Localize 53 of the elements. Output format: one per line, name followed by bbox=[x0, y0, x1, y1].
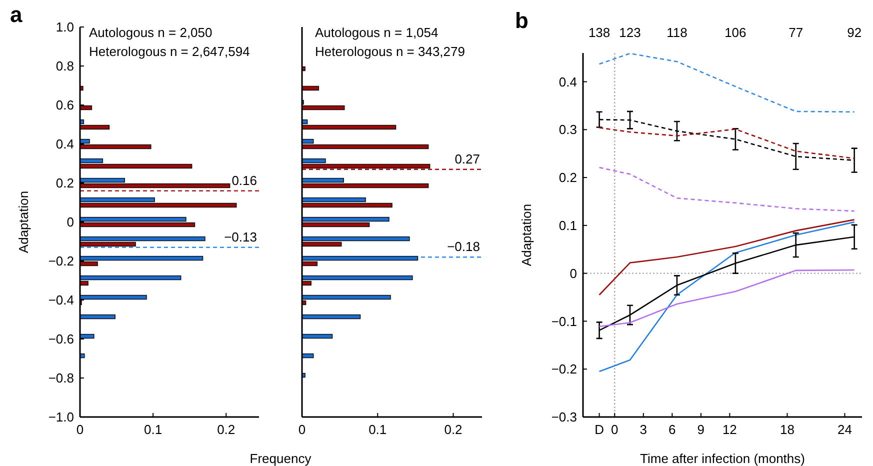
y-axis-title: Adaptation bbox=[519, 204, 534, 266]
y-tick-label: −0.4 bbox=[48, 292, 74, 308]
x-axis-title: Time after infection (months) bbox=[640, 451, 805, 466]
y-tick-label: 0.2 bbox=[558, 170, 577, 186]
annotation: Autologous n = 1,054 bbox=[315, 25, 438, 40]
x-tick-label: 0.2 bbox=[217, 422, 236, 437]
x-tick-label: 6 bbox=[668, 422, 676, 437]
y-tick-label: −0.1 bbox=[551, 314, 577, 329]
y-tick-label: 0.1 bbox=[558, 218, 577, 233]
y-tick-label: −0.3 bbox=[551, 410, 577, 425]
ref-line-label: 0.27 bbox=[454, 151, 480, 166]
x-tick-label: 9 bbox=[697, 422, 705, 437]
text: 77 bbox=[788, 25, 804, 40]
y-tick-label: 0.6 bbox=[56, 98, 74, 113]
y-tick-label: −1.0 bbox=[48, 410, 74, 425]
text: 123 bbox=[619, 25, 641, 40]
y-tick-label: −0.2 bbox=[551, 362, 577, 377]
y-axis-title: Adaptation bbox=[16, 190, 31, 254]
y-tick-label: 0.2 bbox=[56, 176, 74, 191]
chart-title: b bbox=[515, 8, 528, 33]
x-tick-label: 0 bbox=[298, 422, 306, 437]
y-tick-label: −0.6 bbox=[48, 332, 74, 347]
x-axis-title: Frequency bbox=[250, 451, 312, 466]
y-tick-label: 0 bbox=[66, 214, 74, 230]
annotation: Heterologous n = 2,647,594 bbox=[89, 44, 250, 59]
ref-line-label: −0.18 bbox=[447, 239, 480, 254]
y-tick-label: −0.8 bbox=[48, 370, 74, 386]
x-tick-label: 0.1 bbox=[368, 422, 387, 437]
text: 118 bbox=[666, 25, 688, 40]
x-tick-label: 0 bbox=[76, 422, 84, 437]
x-tick-label: D bbox=[594, 422, 604, 437]
annotation: Autologous n = 2,050 bbox=[89, 25, 212, 40]
x-tick-label: 0.1 bbox=[144, 422, 162, 437]
annotation: Heterologous n = 343,279 bbox=[315, 44, 465, 59]
y-tick-label: 1.0 bbox=[56, 20, 74, 35]
x-tick-label: 3 bbox=[640, 422, 648, 437]
y-tick-label: 0.4 bbox=[56, 136, 74, 152]
text: 92 bbox=[847, 25, 862, 40]
text: 138 bbox=[588, 25, 610, 40]
y-tick-label: −0.2 bbox=[48, 254, 74, 269]
x-tick-label: 0 bbox=[611, 422, 618, 437]
ref-line-label: −0.13 bbox=[224, 229, 257, 244]
x-tick-label: 18 bbox=[780, 422, 794, 437]
x-tick-label: 0.2 bbox=[444, 422, 462, 437]
y-tick-label: 0.4 bbox=[558, 74, 577, 90]
y-tick-label: 0.8 bbox=[56, 58, 74, 74]
ref-line-label: 0.16 bbox=[232, 172, 257, 188]
text: 106 bbox=[724, 25, 746, 40]
y-tick-label: 0 bbox=[570, 266, 577, 281]
chart-title: a bbox=[10, 2, 23, 27]
y-tick-label: 0.3 bbox=[558, 122, 577, 138]
x-tick-label: 12 bbox=[722, 422, 737, 437]
x-tick-label: 24 bbox=[838, 422, 852, 437]
